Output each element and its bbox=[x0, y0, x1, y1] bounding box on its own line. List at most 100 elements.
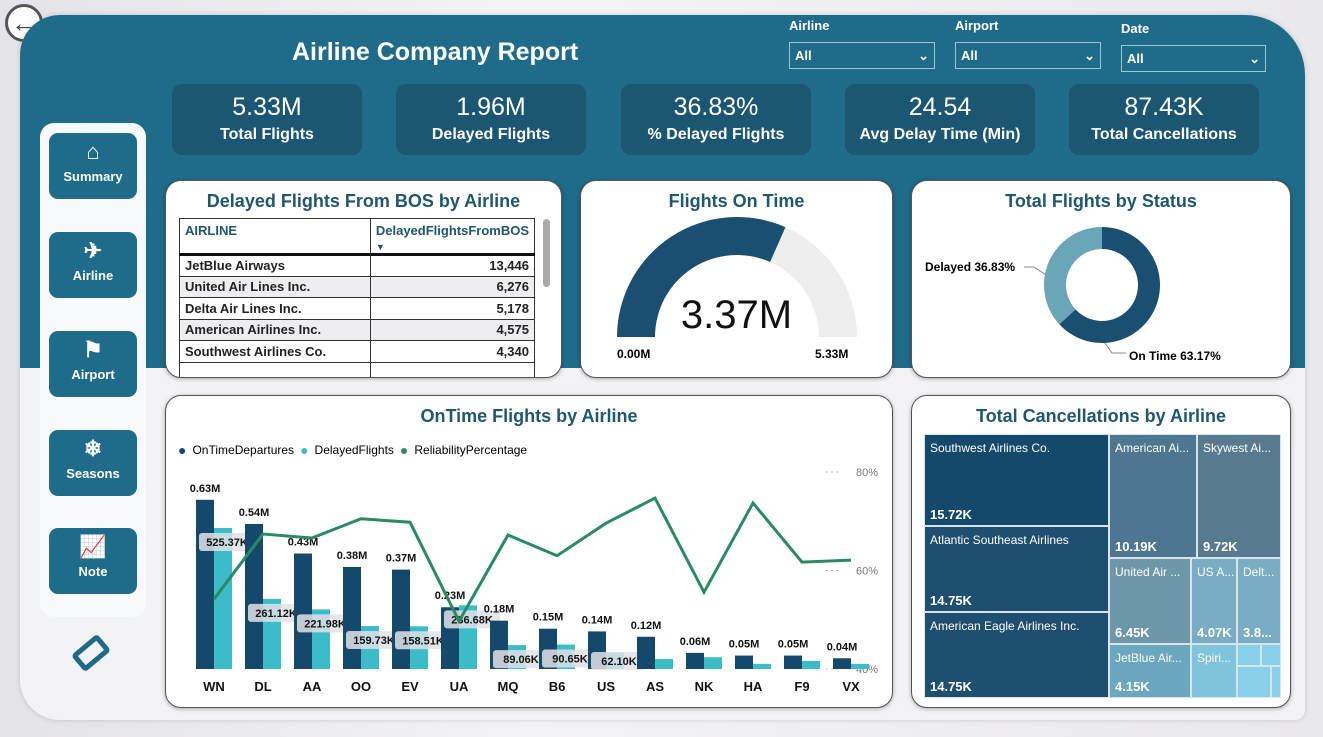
gauge-min-label: 0.00M bbox=[617, 347, 651, 361]
table-row[interactable]: United Air Lines Inc. 6,276 bbox=[179, 275, 536, 298]
donut-card: Total Flights by Status Delayed 36.83% O… bbox=[911, 180, 1291, 378]
combo-chart: 40%60%80%0.63M525.37KWN0.54M261.12KDL0.4… bbox=[190, 467, 879, 694]
treemap-cell[interactable] bbox=[1237, 666, 1271, 698]
airline-cell: American Airlines Inc. bbox=[179, 318, 371, 341]
card-title: Total Cancellations by Airline bbox=[975, 406, 1227, 426]
bar-delayed bbox=[802, 660, 820, 669]
kpi-pct-delayed: 36.83%% Delayed Flights bbox=[621, 84, 811, 155]
data-label-delayed: 62.10K bbox=[601, 656, 637, 668]
chevron-down-icon: ⌄ bbox=[1249, 50, 1260, 66]
nav-airline[interactable]: ✈ Airline bbox=[49, 232, 137, 298]
treemap-cell[interactable]: Skywest Ai... 9.72K bbox=[1197, 434, 1281, 558]
chevron-down-icon: ⌄ bbox=[918, 47, 929, 63]
table-row[interactable]: American Airlines Inc. 4,575 bbox=[179, 318, 536, 341]
bar-ontime bbox=[343, 566, 361, 669]
treemap-cell[interactable]: American Ai... 10.19K bbox=[1109, 434, 1197, 558]
nav-airport[interactable]: ⚑ Airport bbox=[49, 331, 137, 397]
data-label-ontime: 0.43M bbox=[288, 537, 319, 549]
airline-cell: JetBlue Airways bbox=[179, 254, 371, 277]
data-label-ontime: 0.54M bbox=[239, 507, 270, 519]
page-title: Airline Company Report bbox=[292, 38, 579, 66]
airport-dropdown[interactable]: All ⌄ bbox=[955, 42, 1101, 69]
treemap-cell[interactable] bbox=[1237, 644, 1261, 666]
airplane-icon: ✈ bbox=[83, 238, 103, 263]
data-label-bg bbox=[395, 631, 451, 650]
table-row[interactable]: Delta Air Lines Inc. 5,178 bbox=[179, 297, 536, 320]
x-tick-label: DL bbox=[254, 679, 271, 694]
data-label-ontime: 0.63M bbox=[190, 483, 221, 495]
treemap-cell[interactable] bbox=[1271, 666, 1281, 698]
legend-ontime[interactable]: OnTimeDepartures bbox=[192, 443, 295, 457]
y2-tick-label: 80% bbox=[856, 467, 878, 479]
delayed-label: Delayed 36.83% bbox=[925, 260, 1016, 274]
x-tick-label: NK bbox=[695, 679, 714, 694]
data-label-bg bbox=[591, 652, 647, 670]
x-tick-label: AS bbox=[646, 679, 664, 694]
treemap-cell[interactable]: United Air ... 6.45K bbox=[1109, 558, 1191, 644]
card-title: Total Flights by Status bbox=[1005, 191, 1197, 211]
bar-ontime bbox=[196, 499, 214, 669]
bar-delayed bbox=[655, 659, 673, 669]
treemap-cell[interactable]: Atlantic Southeast Airlines 14.75K bbox=[924, 526, 1109, 612]
column-header-delayed[interactable]: DelayedFlightsFromBOS ▼ bbox=[369, 218, 536, 255]
data-label-delayed: 158.51K bbox=[402, 635, 444, 647]
data-label-ontime: 0.18M bbox=[484, 604, 515, 616]
treemap-cell[interactable]: US A... 4.07K bbox=[1191, 558, 1237, 644]
card-title: Flights On Time bbox=[668, 191, 805, 211]
data-label-delayed: 525.37K bbox=[206, 537, 248, 549]
gauge-value: 3.37M bbox=[680, 293, 793, 337]
airline-dropdown[interactable]: All ⌄ bbox=[789, 42, 935, 69]
column-header-airline[interactable]: AIRLINE bbox=[179, 218, 371, 255]
treemap-cell[interactable]: Southwest Airlines Co. 15.72K bbox=[924, 434, 1109, 526]
x-tick-label: AA bbox=[303, 679, 322, 694]
x-tick-label: B6 bbox=[549, 679, 566, 694]
date-dropdown[interactable]: All ⌄ bbox=[1121, 45, 1266, 72]
value-cell: 4,575 bbox=[369, 318, 536, 341]
data-label-bg bbox=[444, 610, 500, 629]
sidebar-nav: ⌂ Summary ✈ Airline ⚑ Airport ❄ Seasons 📈 Not… bbox=[40, 123, 146, 617]
donut-slice-delayed bbox=[1044, 227, 1102, 325]
line-reliability bbox=[212, 496, 852, 625]
value-cell: 5,178 bbox=[369, 297, 536, 320]
x-tick-label: VX bbox=[842, 679, 860, 694]
bar-ontime bbox=[294, 553, 312, 669]
airline-cell: Southwest Airlines Co. bbox=[179, 340, 371, 363]
treemap-cell[interactable] bbox=[1261, 644, 1281, 666]
kpi-total-flights: 5.33M Total Flights bbox=[172, 84, 362, 155]
treemap-cell[interactable]: Delt... 3.8... bbox=[1237, 558, 1281, 644]
airline-cell: Delta Air Lines Inc. bbox=[179, 297, 371, 320]
data-label-delayed: 261.12K bbox=[255, 608, 297, 620]
kpi-avg-delay: 24.54 Avg Delay Time (Min) bbox=[845, 84, 1035, 155]
chart-title: OnTime Flights by Airline bbox=[420, 406, 638, 426]
data-label-ontime: 0.12M bbox=[631, 620, 662, 632]
nav-seasons[interactable]: ❄ Seasons bbox=[49, 430, 137, 496]
value-cell: 6,276 bbox=[369, 275, 536, 298]
donut-slice-ontime bbox=[1059, 227, 1160, 343]
data-label-ontime: 0.14M bbox=[582, 614, 613, 626]
ontime-label: On Time 63.17% bbox=[1129, 349, 1221, 363]
x-tick-label: WN bbox=[203, 679, 225, 694]
nav-note[interactable]: 📈 Note bbox=[49, 528, 137, 594]
data-label-ontime: 0.38M bbox=[337, 550, 368, 562]
bar-ontime bbox=[637, 636, 655, 669]
bar-ontime bbox=[245, 523, 263, 669]
table-scrollbar[interactable] bbox=[543, 219, 550, 287]
filter-date: Date All ⌄ bbox=[1121, 21, 1266, 72]
treemap-cell[interactable]: American Eagle Airlines Inc. 14.75K bbox=[924, 612, 1109, 698]
nav-summary[interactable]: ⌂ Summary bbox=[49, 133, 137, 199]
data-label-bg bbox=[493, 650, 549, 669]
bos-table: AIRLINE DelayedFlightsFromBOS ▼ JetBlue Ai… bbox=[179, 218, 536, 377]
table-row[interactable]: Southwest Airlines Co. 4,340 bbox=[179, 340, 536, 363]
legend-delayed[interactable]: DelayedFlights bbox=[314, 443, 394, 457]
legend-reliability[interactable]: ReliabilityPercentage bbox=[414, 443, 528, 457]
treemap-cell[interactable]: Spiri... bbox=[1191, 644, 1237, 698]
airline-cell: United Air Lines Inc. bbox=[179, 275, 371, 298]
data-label-ontime: 0.15M bbox=[533, 612, 564, 624]
data-label-delayed: 221.98K bbox=[304, 618, 346, 630]
treemap-cell[interactable]: JetBlue Air... 4.15K bbox=[1109, 644, 1191, 698]
table-row[interactable]: JetBlue Airways 13,446 bbox=[179, 254, 536, 277]
data-label-ontime: 0.05M bbox=[778, 639, 809, 651]
sort-desc-icon: ▼ bbox=[375, 242, 385, 252]
chart-legend: ● OnTimeDepartures ● DelayedFlights ● Relia… bbox=[178, 442, 528, 458]
x-tick-label: UA bbox=[450, 679, 469, 694]
